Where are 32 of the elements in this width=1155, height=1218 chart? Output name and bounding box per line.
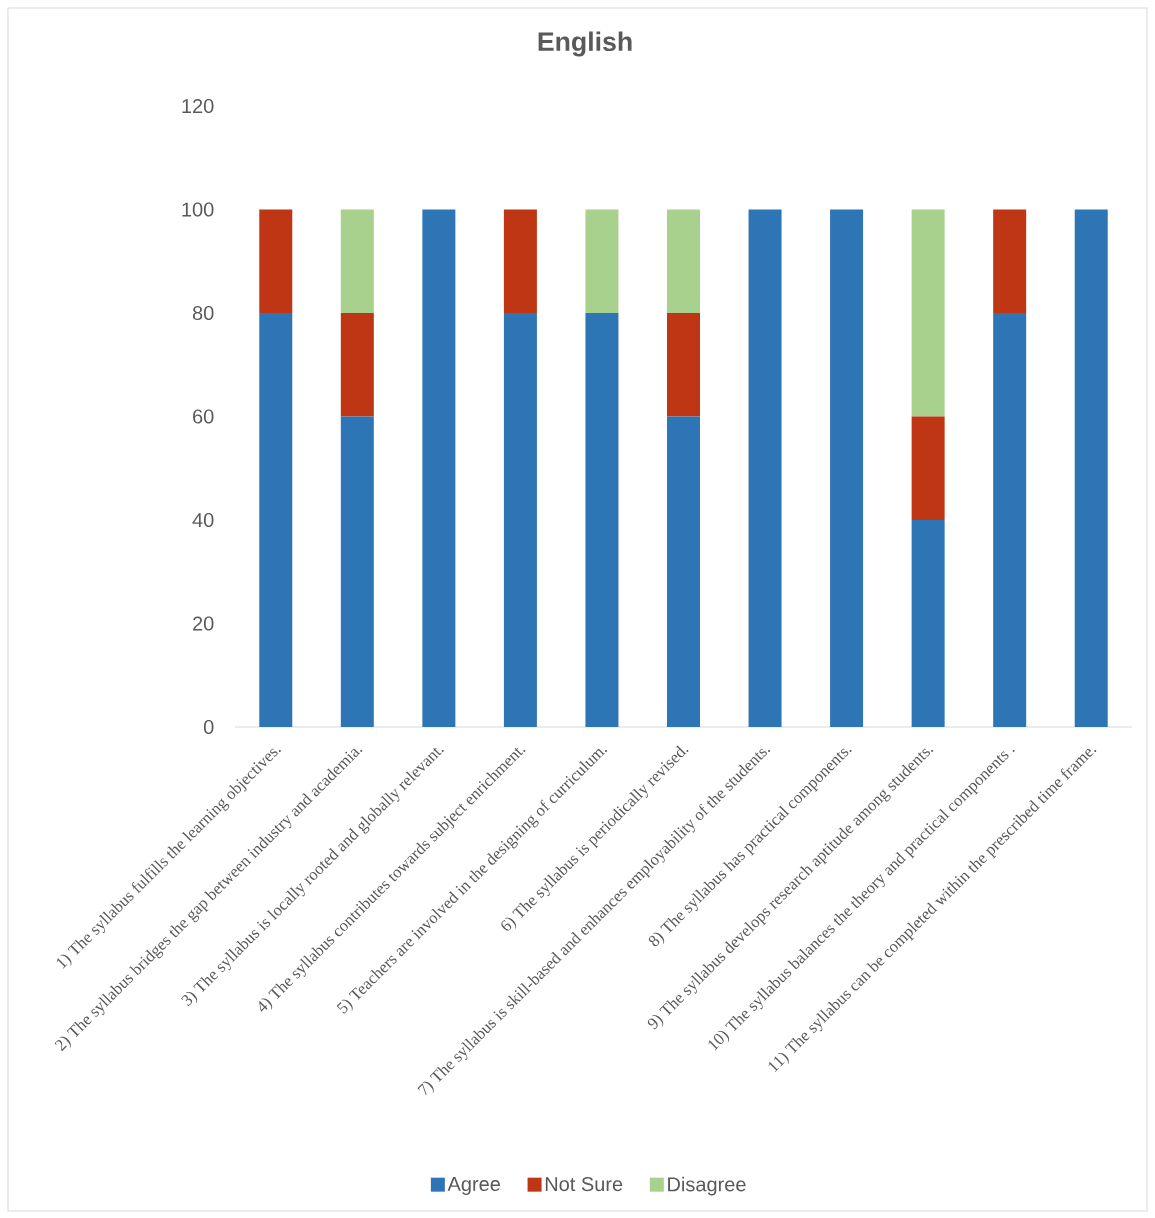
- bar: [422, 209, 456, 727]
- bar: [911, 520, 945, 727]
- y-tick-label: 80: [192, 305, 214, 321]
- y-tick-label: 100: [182, 202, 214, 217]
- bar: [667, 209, 700, 313]
- legend-label: Agree: [447, 1177, 500, 1196]
- bar: [667, 313, 700, 417]
- bar: [830, 209, 864, 727]
- y-tick-label: 0: [203, 719, 214, 735]
- bar: [340, 416, 374, 727]
- bar: [1074, 209, 1108, 727]
- y-tick-label: 20: [193, 616, 214, 631]
- y-tick-label: 40: [192, 512, 214, 528]
- bar: [667, 416, 700, 727]
- bar: [259, 313, 293, 727]
- bar: [259, 209, 293, 313]
- chart-title: English: [538, 31, 632, 57]
- bar: [503, 313, 537, 727]
- legend-label: Disagree: [668, 1176, 746, 1196]
- bar: [993, 313, 1027, 727]
- bar: [340, 313, 374, 417]
- y-tick-label: 120: [182, 98, 214, 114]
- y-tick-label: 60: [193, 409, 214, 424]
- legend-label: Not Sure: [545, 1177, 623, 1192]
- bar: [748, 209, 782, 727]
- bar: [911, 416, 945, 520]
- bar: [503, 209, 537, 313]
- bar: [585, 209, 619, 313]
- bar: [911, 209, 945, 417]
- bar: [585, 313, 619, 727]
- bar: [993, 209, 1027, 313]
- bar: [340, 209, 374, 313]
